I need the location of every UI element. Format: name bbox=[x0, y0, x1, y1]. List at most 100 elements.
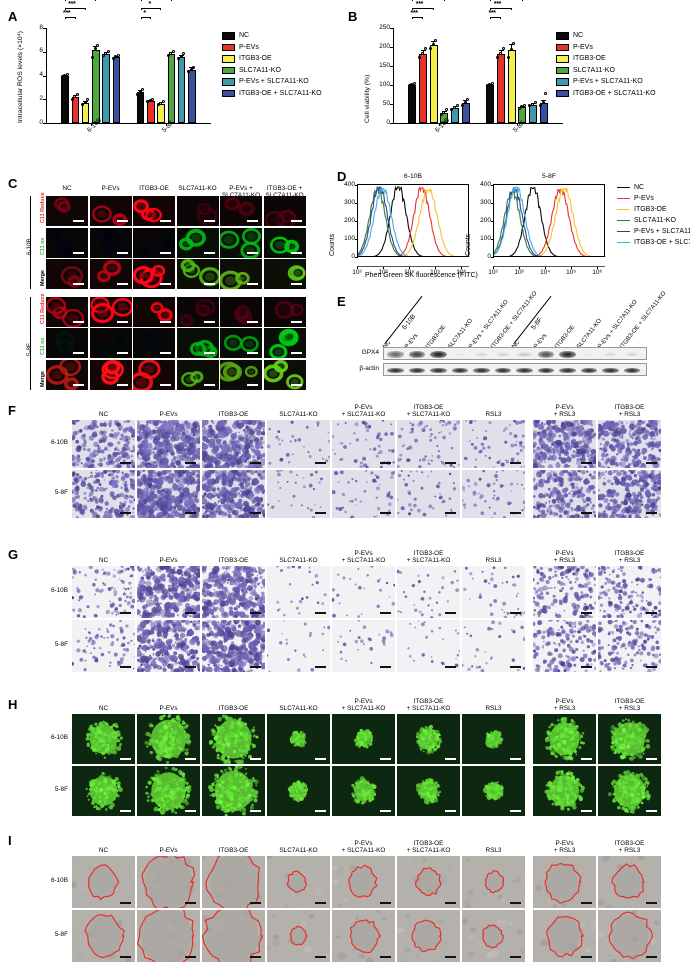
col-header: ITGB3-OE bbox=[218, 705, 249, 712]
y-tick bbox=[491, 221, 494, 222]
scale-bar bbox=[445, 462, 456, 464]
data-point bbox=[412, 81, 416, 85]
panel-e-western-blot: 6-10B 5-8F NC P-EVs ITGB3-OE SLC7A11-KO P-EVs … bbox=[335, 291, 690, 395]
significance-bracket bbox=[140, 17, 151, 22]
micrograph-cell bbox=[72, 470, 135, 518]
bar-p-evs bbox=[71, 97, 80, 123]
data-point bbox=[104, 52, 108, 56]
data-point bbox=[453, 105, 456, 109]
panel-c-row-label: Merge bbox=[40, 270, 46, 286]
scale-bar bbox=[116, 352, 128, 354]
legend-swatch bbox=[556, 32, 569, 40]
scale-bar bbox=[116, 251, 128, 254]
blot-row bbox=[383, 347, 647, 360]
micrograph-cell bbox=[133, 227, 175, 258]
micrograph-cell bbox=[332, 714, 395, 764]
blot-band bbox=[602, 367, 619, 374]
legend-line bbox=[617, 242, 630, 243]
scale-bar bbox=[247, 251, 258, 254]
blot-band bbox=[623, 352, 640, 357]
significance-bracket bbox=[412, 0, 445, 4]
scale-bar bbox=[380, 810, 391, 812]
x-tick bbox=[90, 123, 92, 126]
bar-nc bbox=[408, 85, 417, 123]
y-tick-label: 200 bbox=[379, 42, 390, 50]
y-tick bbox=[390, 123, 393, 124]
panel-g-invasion: NC P-EVs ITGB3-OE SLC7A11-KO P-EVs + SLC7A11… bbox=[0, 542, 690, 688]
scale-bar bbox=[445, 902, 456, 904]
col-header: NC bbox=[98, 411, 109, 418]
bar-p-evs-slc7a11-ko bbox=[529, 104, 537, 123]
bracket-right bbox=[74, 17, 76, 19]
row-header: 5-8F bbox=[54, 489, 68, 496]
bracket-left bbox=[140, 0, 142, 1]
micrograph-cell bbox=[598, 566, 661, 618]
micrograph-cell bbox=[220, 259, 262, 289]
bracket-left bbox=[65, 8, 66, 10]
data-point bbox=[429, 46, 433, 50]
col-header: SLC7A11-KO bbox=[279, 411, 318, 418]
scale-bar bbox=[380, 612, 391, 614]
blot-protein-label: GPX4 bbox=[361, 348, 379, 356]
bar-itgb3-oe bbox=[507, 50, 516, 123]
scale-bar bbox=[160, 220, 171, 222]
legend-line bbox=[617, 220, 630, 221]
error-cap bbox=[420, 50, 426, 51]
x-tick bbox=[357, 266, 358, 269]
bracket-top bbox=[412, 8, 434, 9]
micrograph-cell bbox=[176, 196, 219, 226]
data-point bbox=[442, 111, 446, 115]
x-tick-label: 10⁵ bbox=[566, 269, 577, 276]
col-header: NC bbox=[98, 705, 109, 712]
panel-c-col-header: P-EVs bbox=[101, 185, 120, 192]
col-header: ITGB3-OE bbox=[218, 557, 249, 564]
scale-bar bbox=[116, 320, 128, 323]
bar-itgb3-oe bbox=[429, 45, 438, 123]
data-point bbox=[522, 103, 526, 107]
scale-bar bbox=[581, 902, 592, 904]
micrograph-cell bbox=[598, 766, 661, 816]
micrograph-cell bbox=[267, 910, 330, 962]
data-point bbox=[485, 84, 489, 88]
blot-band bbox=[494, 367, 511, 374]
y-tick-label: 0 bbox=[351, 252, 355, 260]
panel-c-row-label: C11 ox bbox=[40, 237, 46, 255]
data-point bbox=[423, 46, 427, 50]
significance-stars: *** bbox=[488, 10, 496, 17]
y-tick-label: 150 bbox=[379, 61, 390, 69]
col-header: ITGB3-OE + RSL3 bbox=[614, 550, 645, 565]
legend-item: SLC7A11-KO bbox=[617, 215, 690, 226]
scale-bar bbox=[380, 666, 391, 668]
bar-p-evs-slc7a11-ko bbox=[102, 54, 110, 123]
micrograph-cell bbox=[89, 259, 132, 289]
micrograph-cell bbox=[72, 420, 135, 468]
micrograph-cell bbox=[533, 910, 596, 962]
legend-swatch bbox=[556, 66, 569, 74]
bar-nc bbox=[61, 76, 69, 123]
micrograph-cell bbox=[263, 296, 306, 327]
scale-bar bbox=[160, 283, 171, 285]
micrograph-cell bbox=[462, 566, 525, 618]
blot-band bbox=[451, 367, 468, 374]
scale-bar bbox=[646, 758, 657, 760]
scale-bar bbox=[120, 512, 131, 514]
panel-c-row-label: Merge bbox=[40, 370, 46, 387]
blot-band bbox=[430, 350, 447, 359]
scale-bar bbox=[250, 666, 261, 668]
scale-bar bbox=[120, 462, 131, 464]
significance-bracket bbox=[412, 17, 423, 22]
blot-band bbox=[559, 350, 576, 359]
significance-bracket bbox=[140, 8, 162, 13]
scale-bar bbox=[510, 462, 521, 464]
legend-swatch bbox=[222, 43, 235, 51]
significance-stars: *** bbox=[68, 1, 76, 8]
significance-bracket bbox=[140, 0, 172, 4]
legend-swatch bbox=[556, 43, 569, 51]
micrograph-cell bbox=[598, 856, 661, 908]
scale-bar bbox=[290, 283, 302, 285]
bar-itgb3-oe bbox=[81, 102, 90, 123]
legend-label: ITGB3-OE bbox=[239, 55, 272, 63]
bracket-top bbox=[490, 17, 501, 18]
data-point bbox=[187, 69, 191, 73]
legend-swatch bbox=[556, 89, 569, 97]
